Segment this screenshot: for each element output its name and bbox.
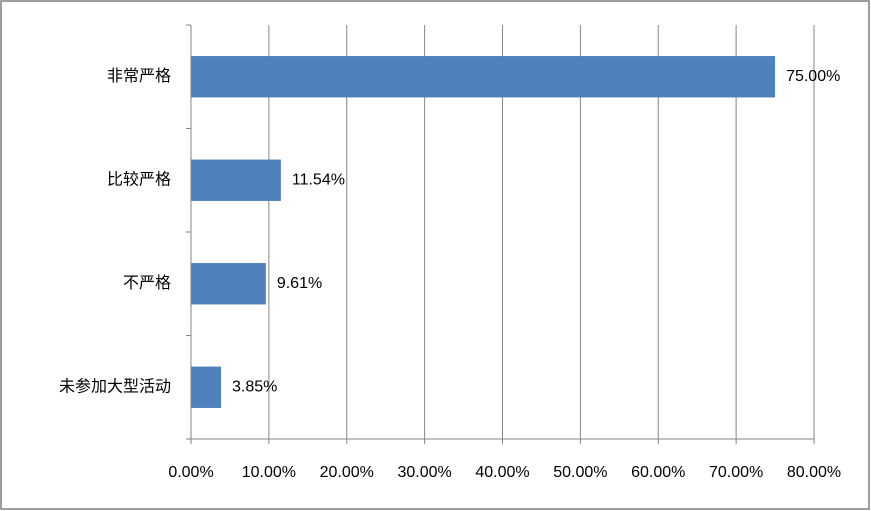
x-tick-label: 60.00% <box>631 464 685 481</box>
x-tick-label: 30.00% <box>397 464 451 481</box>
bar <box>191 263 266 305</box>
y-tick-label: 非常严格 <box>107 67 171 85</box>
y-tick-label: 不严格 <box>123 274 171 292</box>
y-tick-label: 比较严格 <box>107 170 171 188</box>
x-tick-label: 50.00% <box>553 464 607 481</box>
value-label: 9.61% <box>277 275 322 292</box>
x-tick-label: 70.00% <box>709 464 763 481</box>
value-label: 11.54% <box>292 171 345 188</box>
x-tick-label: 80.00% <box>787 464 841 481</box>
x-tick-label: 40.00% <box>475 464 529 481</box>
x-tick-label: 10.00% <box>242 464 296 481</box>
x-tick-label: 0.00% <box>168 464 213 481</box>
x-tick-label: 20.00% <box>320 464 374 481</box>
bar <box>191 366 221 408</box>
y-tick-label: 未参加大型活动 <box>59 377 171 395</box>
bar <box>191 56 776 98</box>
value-label: 3.85% <box>232 378 277 395</box>
value-label: 75.00% <box>786 68 840 85</box>
bar <box>191 159 281 201</box>
